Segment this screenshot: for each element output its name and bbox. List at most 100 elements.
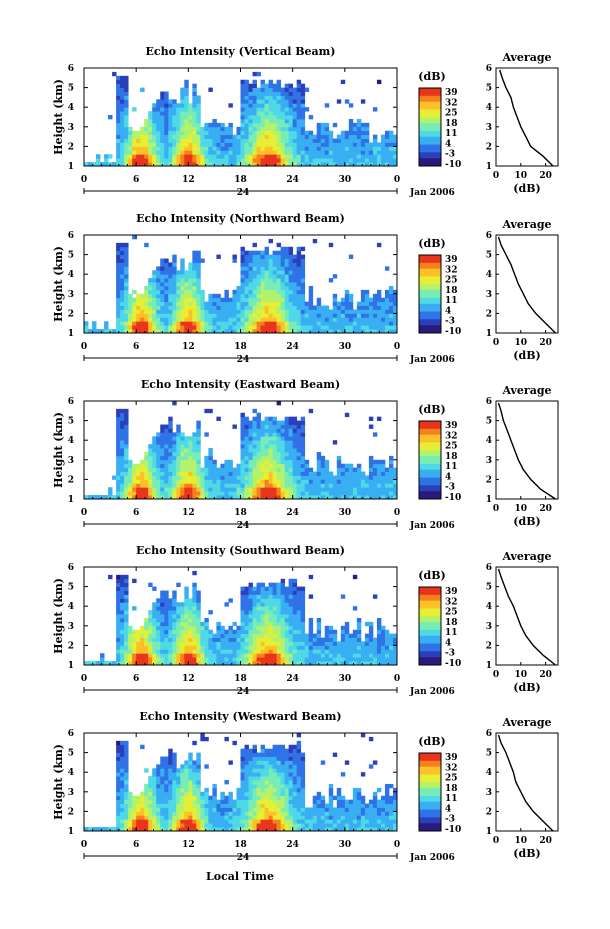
heatmap-cell (232, 309, 237, 314)
heatmap-cell (236, 487, 241, 492)
heatmap-cell (124, 444, 129, 449)
heatmap-cell (152, 649, 157, 654)
heatmap-cell (148, 645, 153, 650)
heatmap-cell (364, 621, 370, 627)
colorbar-segment (419, 315, 441, 318)
heatmap-cell (360, 122, 366, 128)
heatmap-cell (228, 134, 233, 139)
heatmap-cell (176, 130, 181, 136)
heatmap-cell (248, 162, 253, 167)
heatmap-cell (200, 317, 205, 322)
heatmap-cell (148, 629, 153, 635)
heatmap-cell (148, 278, 153, 283)
heatmap-cell (340, 150, 346, 155)
heatmap-cell (312, 158, 318, 163)
heatmap-cell (240, 313, 245, 318)
heatmap-cell (176, 653, 181, 658)
heatmap-cell (240, 467, 245, 472)
heatmap-cell (344, 154, 350, 159)
heatmap-cell (144, 317, 149, 322)
heatmap-cell (296, 448, 302, 453)
heatmap-cell (364, 645, 370, 650)
heatmap-cell (368, 491, 374, 496)
heatmap-cell (296, 491, 302, 496)
heatmap-cell (152, 282, 157, 287)
heatmap-cell (124, 305, 129, 310)
heatmap-cell (300, 83, 306, 88)
heatmap-cell (164, 823, 169, 828)
avg-frame (495, 566, 559, 666)
heatmap-cell (176, 602, 181, 607)
heatmap-cell (316, 305, 322, 310)
heatmap-cell (124, 142, 129, 147)
heatmap-cell (164, 293, 169, 299)
heatmap-cell (360, 653, 366, 658)
heatmap-cell (340, 633, 346, 638)
heatmap-cell (208, 142, 213, 147)
heatmap-cell (240, 495, 245, 500)
heatmap-cell (244, 293, 249, 299)
heatmap-cell (176, 657, 181, 662)
heatmap-cell (272, 649, 278, 654)
heatmap-cell (296, 282, 302, 287)
heatmap-cell (328, 479, 334, 484)
heatmap-cell (180, 602, 185, 607)
heatmap-cell (372, 301, 378, 306)
heatmap-cell (376, 617, 382, 623)
heatmap-cell (392, 309, 398, 314)
heatmap-cell (216, 479, 221, 484)
heatmap-cell (156, 772, 161, 777)
heatmap-cell (244, 95, 249, 100)
heatmap-cell (260, 313, 265, 318)
colorbar-segment (419, 477, 441, 480)
heatmap-cell (156, 783, 161, 789)
heatmap-cell (92, 661, 97, 666)
heatmap-cell (192, 297, 197, 303)
heatmap-cell (316, 491, 322, 496)
heatmap-cell (288, 118, 294, 124)
heatmap-cell (184, 83, 189, 88)
heatmap-cell (376, 633, 382, 638)
heatmap-cell (148, 154, 153, 159)
heatmap-cell (208, 293, 213, 299)
heatmap-cell (288, 146, 294, 151)
avg-y-tick-label: 4 (486, 436, 492, 446)
avg-y-tick-label: 1 (486, 661, 492, 671)
heatmap-cell (276, 325, 282, 330)
heatmap-cell (328, 278, 334, 283)
avg-y-tick-label: 2 (486, 475, 492, 485)
heatmap-cell (292, 463, 298, 469)
heatmap-cell (392, 641, 398, 646)
heatmap-cell (140, 87, 145, 92)
heatmap-cell (132, 795, 137, 801)
heatmap-cell (164, 107, 169, 112)
heatmap-cell (376, 79, 382, 85)
heatmap-cell (356, 629, 362, 635)
heatmap-cell (252, 274, 257, 279)
heatmap-cell (268, 313, 273, 318)
heatmap-cell (172, 274, 177, 279)
heatmap-cell (284, 250, 290, 255)
heatmap-cell (164, 606, 169, 611)
heatmap-cell (212, 150, 217, 155)
heatmap-cell (380, 305, 386, 310)
heatmap-cell (224, 467, 229, 472)
heatmap-cell (256, 633, 261, 638)
heatmap-cell (168, 301, 173, 306)
heatmap-cell (140, 126, 145, 132)
heatmap-cell (196, 649, 201, 654)
heatmap-cell (148, 661, 153, 666)
heatmap-cell (252, 657, 257, 662)
heatmap-cell (244, 289, 249, 295)
heatmap-cell (352, 606, 358, 611)
heatmap-cell (236, 629, 241, 635)
heatmap-cell (300, 118, 306, 124)
heatmap-cell (376, 309, 382, 314)
heatmap-cell (268, 103, 273, 108)
heatmap-cell (164, 827, 169, 832)
heatmap-cell (192, 625, 197, 631)
heatmap-cell (124, 594, 129, 599)
heatmap-cell (204, 625, 209, 631)
heatmap-cell (300, 614, 306, 619)
heatmap-cell (320, 637, 326, 642)
